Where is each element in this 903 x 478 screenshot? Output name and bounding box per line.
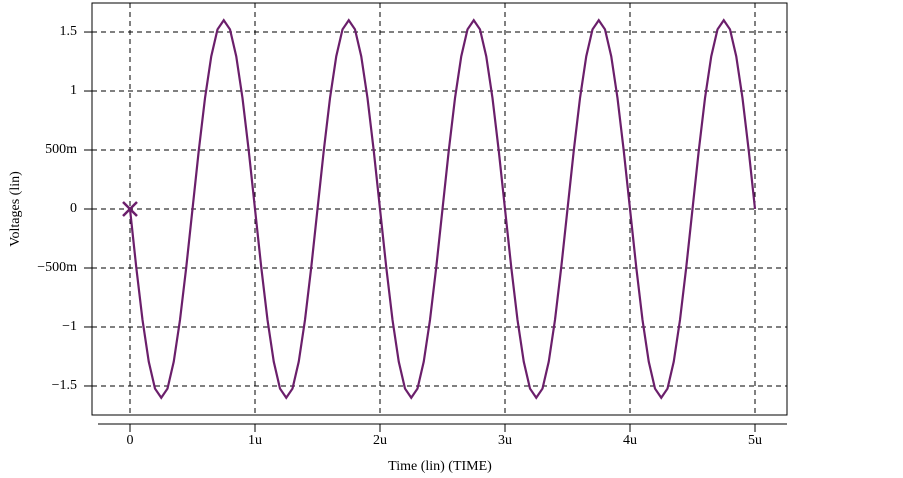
x-tick-label: 4u [623, 433, 637, 448]
x-tick-label: 1u [248, 433, 262, 448]
y-tick-label: 1 [70, 83, 77, 98]
x-tick-label: 2u [373, 433, 387, 448]
x-axis-label: Time (lin) (TIME) [388, 459, 492, 474]
y-tick-label: 0 [70, 201, 77, 216]
y-tick-label: −1.5 [52, 378, 77, 393]
x-tick-label: 0 [127, 433, 134, 448]
y-axis-label: Voltages (lin) [8, 171, 23, 247]
y-tick-label: 1.5 [60, 24, 78, 39]
x-tick-label: 5u [748, 433, 762, 448]
start-marker [122, 201, 138, 217]
y-tick-label: −500m [37, 260, 77, 275]
y-tick-label: −1 [62, 319, 77, 334]
y-tick-label: 500m [45, 142, 77, 157]
plot-frame [91, 2, 788, 416]
x-tick-label: 3u [498, 433, 512, 448]
waveform [128, 18, 757, 400]
